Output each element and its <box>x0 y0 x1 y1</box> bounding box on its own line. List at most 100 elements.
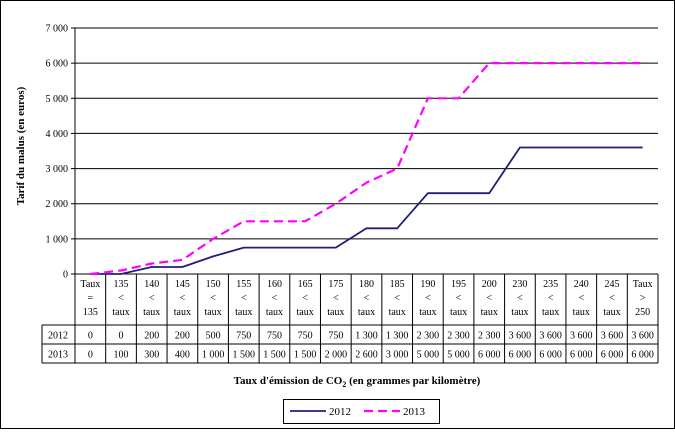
x-category-label: Taux = 135 <box>80 279 100 318</box>
data-label: 2 300 <box>417 331 440 342</box>
x-category-label-line: < <box>425 293 431 304</box>
data-label: 300 <box>144 350 159 361</box>
x-category-label-line: 230 <box>512 279 527 290</box>
table-row-name: 2012 <box>48 331 68 342</box>
x-category-label-line: 135 <box>83 307 98 318</box>
x-category-label: 165 < taux <box>297 279 314 318</box>
x-category-label-line: taux <box>542 307 559 318</box>
legend-label: 2013 <box>403 406 426 418</box>
x-category-label-line: taux <box>112 307 129 318</box>
x-category-label-line: taux <box>389 307 406 318</box>
data-label: 2 600 <box>355 350 378 361</box>
y-tick-label: 7 000 <box>46 24 69 35</box>
x-category-label-line: taux <box>297 307 314 318</box>
data-label: 6 000 <box>631 350 654 361</box>
x-category-label-line: taux <box>481 307 498 318</box>
x-category-label-line: 245 <box>604 279 619 290</box>
x-category-label-line: < <box>394 293 400 304</box>
data-label: 200 <box>144 331 159 342</box>
data-label: 6 000 <box>478 350 501 361</box>
x-category-label-line: 180 <box>359 279 374 290</box>
x-category-label-line: > <box>640 293 646 304</box>
data-label: 0 <box>88 350 93 361</box>
x-category-label-line: 185 <box>390 279 405 290</box>
x-category-label-line: 160 <box>267 279 282 290</box>
x-category-label-line: < <box>578 293 584 304</box>
x-category-label-line: 150 <box>206 279 221 290</box>
x-category-label-line: < <box>456 293 462 304</box>
x-category-label: 135 < taux <box>112 279 129 318</box>
x-category-label: 185 < taux <box>389 279 406 318</box>
x-category-label-line: < <box>118 293 124 304</box>
x-category-label: Taux >250 <box>633 279 653 318</box>
x-category-label-line: taux <box>419 307 436 318</box>
data-label: 6 000 <box>570 350 593 361</box>
data-label: 1 000 <box>202 350 225 361</box>
data-label: 100 <box>114 350 129 361</box>
x-category-label-line: taux <box>266 307 283 318</box>
x-category-label-line: Taux <box>80 279 100 290</box>
data-label: 3 600 <box>539 331 562 342</box>
legend-label: 2012 <box>329 406 351 418</box>
x-axis-title: Taux d'émission de CO2 (en grammes par k… <box>234 375 481 389</box>
y-tick-label: 5 000 <box>46 94 69 105</box>
x-category-label-line: taux <box>327 307 344 318</box>
x-category-label-line: < <box>210 293 216 304</box>
x-category-label: 200 < taux <box>481 279 498 318</box>
x-category-label-line: taux <box>450 307 467 318</box>
y-tick-label: 3 000 <box>46 164 69 175</box>
x-category-label: 230 < taux <box>511 279 528 318</box>
data-label: 3 600 <box>509 331 532 342</box>
data-label: 6 000 <box>601 350 624 361</box>
data-label: 500 <box>206 331 221 342</box>
gridlines <box>71 27 658 275</box>
data-label: 1 500 <box>263 350 286 361</box>
x-category-label-line: taux <box>573 307 590 318</box>
x-category-label-line: 175 <box>328 279 343 290</box>
x-category-label-line: 200 <box>482 279 497 290</box>
x-category-label: 150 < taux <box>204 279 221 318</box>
x-category-label-line: 240 <box>574 279 589 290</box>
x-category-label-line: Taux <box>633 279 653 290</box>
x-category-label-line: < <box>486 293 492 304</box>
y-tick-label: 1 000 <box>46 234 69 245</box>
data-label: 200 <box>175 331 190 342</box>
y-tick-label: 4 000 <box>46 129 69 140</box>
data-label: 750 <box>328 331 343 342</box>
x-category-label-line: < <box>364 293 370 304</box>
data-label: 3 000 <box>386 350 409 361</box>
x-category-label-line: < <box>149 293 155 304</box>
data-label: 6 000 <box>539 350 562 361</box>
x-category-label-line: = <box>88 293 94 304</box>
data-table: Taux = 135 135 < taux 140 < taux 145 < taux 150 < taux… <box>41 273 659 364</box>
data-label: 2 000 <box>325 350 348 361</box>
x-category-label-line: 165 <box>298 279 313 290</box>
data-label: 5 000 <box>417 350 440 361</box>
data-label: 2 300 <box>447 331 470 342</box>
x-axis-title-subscript: 2 <box>342 380 346 389</box>
x-category-label: 180 < taux <box>358 279 375 318</box>
x-category-label: 160 < taux <box>266 279 283 318</box>
series-line-2013 <box>90 61 643 276</box>
data-label: 0 <box>119 331 124 342</box>
x-category-label-line: < <box>517 293 523 304</box>
x-category-label-line: 195 <box>451 279 466 290</box>
x-category-label-line: 155 <box>236 279 251 290</box>
x-category-label: 245 < taux <box>603 279 620 318</box>
x-category-label-line: 190 <box>420 279 435 290</box>
x-category-label: 240 < taux <box>573 279 590 318</box>
data-label: 750 <box>298 331 313 342</box>
data-label: 6 000 <box>509 350 532 361</box>
data-label: 2 300 <box>478 331 501 342</box>
x-category-label: 190 < taux <box>419 279 436 318</box>
series-lines <box>90 61 643 276</box>
y-tick-label: 6 000 <box>46 59 69 70</box>
x-category-label-line: 140 <box>144 279 159 290</box>
x-category-label-line: < <box>241 293 247 304</box>
data-label: 3 600 <box>570 331 593 342</box>
x-category-label: 235 < taux <box>542 279 559 318</box>
data-label: 750 <box>267 331 282 342</box>
data-label: 0 <box>88 331 93 342</box>
